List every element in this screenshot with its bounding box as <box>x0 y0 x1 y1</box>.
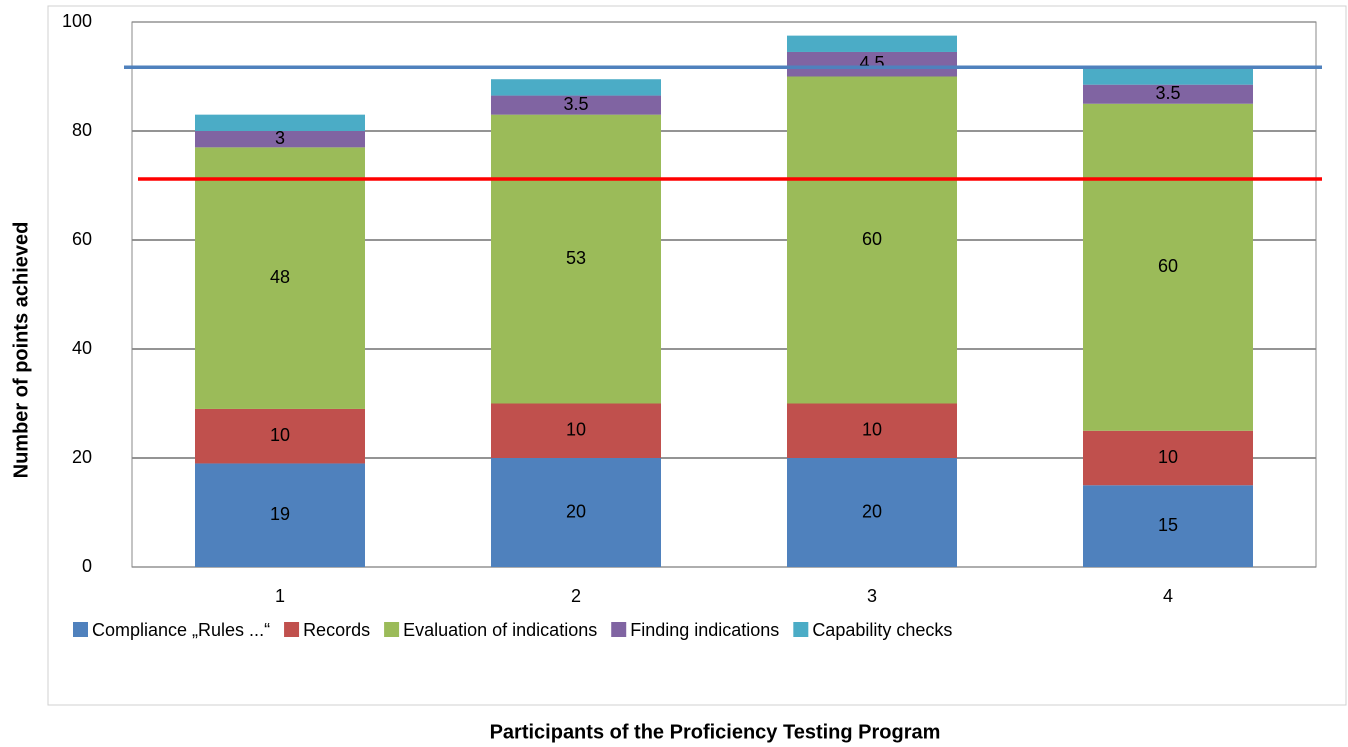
y-tick-label: 80 <box>72 120 92 140</box>
bar-segment <box>195 463 365 567</box>
legend-label: Capability checks <box>812 620 952 640</box>
plot-border <box>131 21 1317 568</box>
data-label: 15 <box>1158 515 1178 535</box>
bar-segment <box>491 458 661 567</box>
y-axis-title: Number of points achieved <box>10 222 32 479</box>
legend-swatch <box>611 622 627 637</box>
data-label: 20 <box>566 501 586 521</box>
bar-segment <box>787 458 957 567</box>
legend-swatch <box>384 622 400 637</box>
legend-swatch <box>284 622 300 637</box>
bar-segment <box>491 403 661 458</box>
bar-segment <box>787 76 957 404</box>
data-label: 60 <box>862 229 882 249</box>
x-tick-label: 1 <box>275 586 285 606</box>
bar-segment <box>1083 485 1253 567</box>
data-label: 3.5 <box>1155 83 1180 103</box>
bar-segment <box>195 408 365 464</box>
data-label: 4.5 <box>859 53 884 73</box>
legend-label: Finding indications <box>630 620 779 640</box>
y-tick-label: 40 <box>72 338 92 358</box>
bar-segment <box>787 51 957 77</box>
legend-label: Records <box>303 620 370 640</box>
y-tick-label: 100 <box>62 11 92 31</box>
bar-segment <box>1083 84 1253 104</box>
data-label: 3.5 <box>563 94 588 114</box>
x-tick-label: 2 <box>571 586 581 606</box>
legend-label: Evaluation of indications <box>403 620 597 640</box>
data-label: 19 <box>270 504 290 524</box>
data-label: 53 <box>566 248 586 268</box>
bar-segment <box>1083 430 1253 486</box>
bar-segment <box>491 79 661 96</box>
y-tick-label: 20 <box>72 447 92 467</box>
y-tick-label: 0 <box>82 556 92 576</box>
bar-segment <box>195 131 365 148</box>
legend-swatch <box>793 622 809 637</box>
legend-label: Compliance „Rules ...“ <box>92 620 270 640</box>
data-label: 10 <box>566 420 586 440</box>
bar-segment <box>195 147 365 409</box>
x-tick-label: 4 <box>1163 586 1173 606</box>
data-label: 3 <box>275 128 285 148</box>
data-label: 10 <box>862 420 882 440</box>
bar-segment <box>787 403 957 458</box>
x-axis-title: Participants of the Proficiency Testing … <box>490 721 941 743</box>
data-label: 10 <box>270 425 290 445</box>
bar-segment <box>1083 68 1253 85</box>
bar-segment <box>1083 103 1253 431</box>
chart-frame <box>47 5 1347 706</box>
data-label: 20 <box>862 501 882 521</box>
bar-segment <box>491 95 661 115</box>
bar-segment <box>787 35 957 52</box>
data-label: 10 <box>1158 447 1178 467</box>
data-label: 48 <box>270 267 290 287</box>
data-label: 60 <box>1158 256 1178 276</box>
bar-segment <box>195 114 365 131</box>
bar-segment <box>491 114 661 404</box>
x-tick-label: 3 <box>867 586 877 606</box>
legend-swatch <box>73 622 88 637</box>
y-tick-label: 60 <box>72 229 92 249</box>
